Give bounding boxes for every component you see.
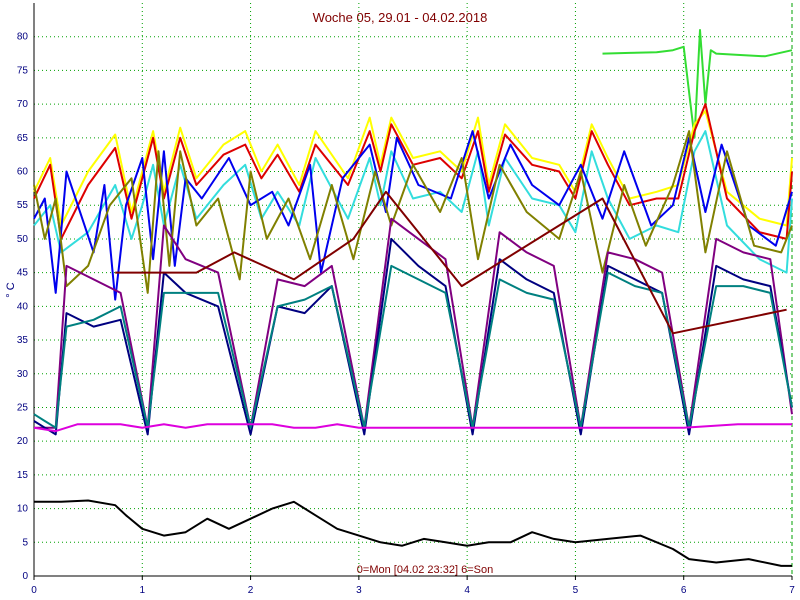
y-tick-label: 15 xyxy=(17,470,29,481)
series-line-10 xyxy=(33,423,792,433)
y-tick-label: 25 xyxy=(17,402,29,413)
x-axis-label: 0=Mon [04.02 23:32] 6=Son xyxy=(357,564,493,576)
y-tick-label: 55 xyxy=(17,200,29,211)
x-tick-label: 5 xyxy=(573,585,579,596)
series-group xyxy=(33,29,793,567)
y-tick-label: 75 xyxy=(17,65,29,76)
x-tick-label: 1 xyxy=(140,585,146,596)
y-tick-label: 10 xyxy=(17,504,29,515)
series-line-9 xyxy=(115,190,787,335)
y-tick-label: 80 xyxy=(17,32,29,43)
chart-title: Woche 05, 29.01 - 04.02.2018 xyxy=(313,10,488,25)
y-tick-label: 45 xyxy=(17,268,29,279)
y-tick-label: 40 xyxy=(17,301,29,312)
axes xyxy=(33,3,793,580)
series-line-8 xyxy=(33,264,793,429)
series-line-1 xyxy=(33,109,793,227)
y-tick-label: 20 xyxy=(17,436,29,447)
series-line-4 xyxy=(33,130,793,301)
y-tick-label: 50 xyxy=(17,234,29,245)
y-tick-label: 30 xyxy=(17,369,29,380)
x-tick-label: 3 xyxy=(356,585,362,596)
x-tick-label: 7 xyxy=(789,585,795,596)
y-tick-label: 65 xyxy=(17,133,29,144)
series-line-3 xyxy=(33,130,793,274)
x-tick-label: 4 xyxy=(464,585,470,596)
x-tick-label: 6 xyxy=(681,585,687,596)
x-tick-label: 2 xyxy=(248,585,254,596)
series-line-0 xyxy=(602,29,793,139)
series-line-2 xyxy=(33,103,793,240)
y-tick-label: 60 xyxy=(17,167,29,178)
y-tick-label: 70 xyxy=(17,99,29,110)
series-line-6 xyxy=(34,217,793,429)
y-axis-label: ° C xyxy=(5,282,17,297)
y-tick-label: 0 xyxy=(22,571,28,582)
series-line-11 xyxy=(34,499,792,567)
series-line-5 xyxy=(33,130,793,294)
y-tick-label: 5 xyxy=(22,537,28,548)
y-tick-label: 35 xyxy=(17,335,29,346)
x-tick-label: 0 xyxy=(31,585,37,596)
